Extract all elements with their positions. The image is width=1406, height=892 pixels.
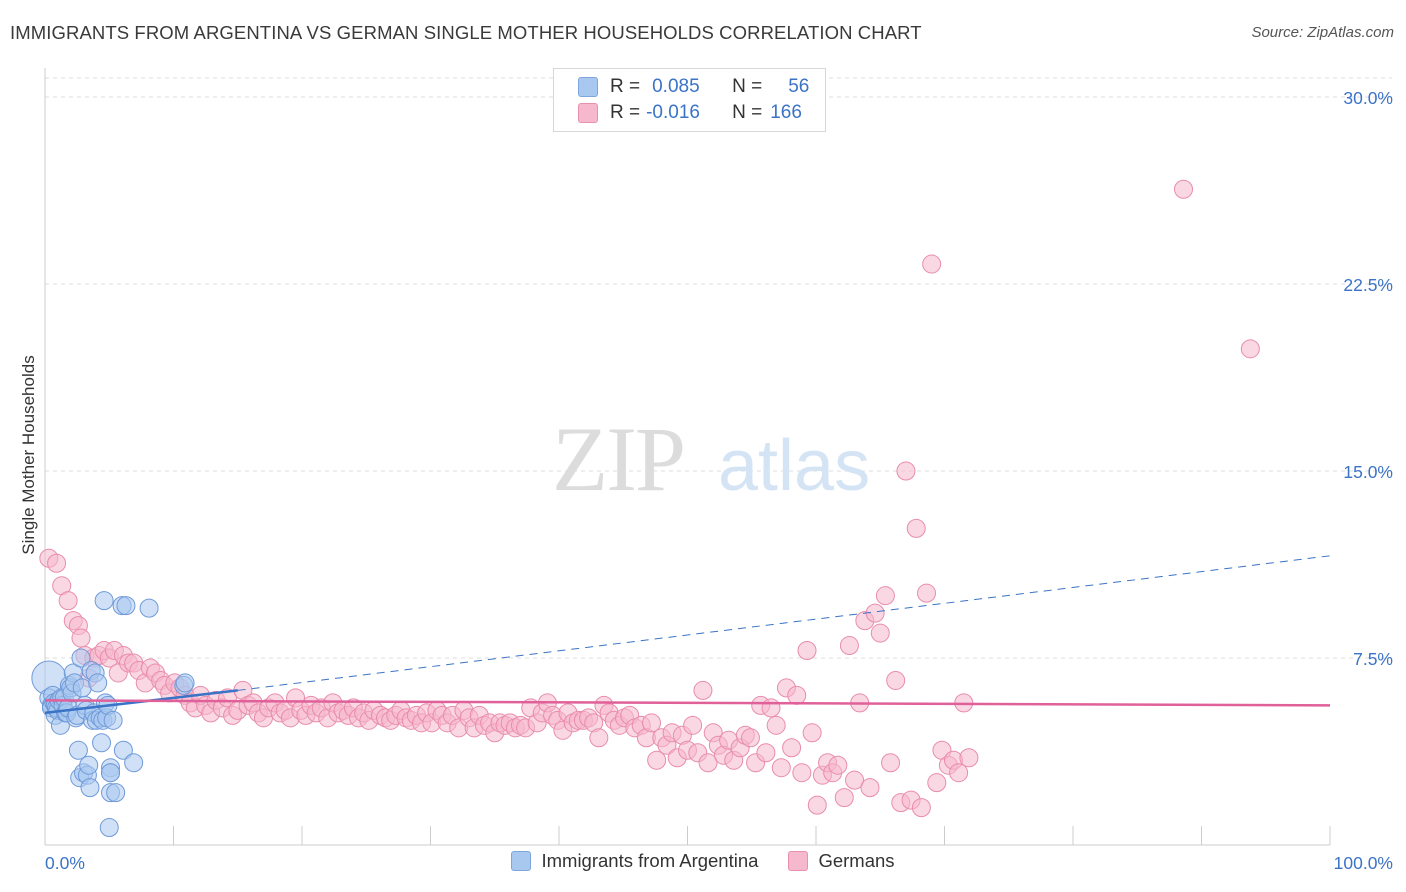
argentina-point — [101, 763, 121, 783]
germans-trend-line — [44, 699, 1331, 707]
germans-point — [927, 773, 947, 793]
y-tick-label: 7.5% — [1353, 649, 1393, 669]
argentina-point — [71, 648, 91, 668]
r-value: 0.085 — [652, 76, 700, 97]
germans-point — [797, 641, 817, 661]
germans-point — [807, 795, 827, 815]
source-label: Source: ZipAtlas.com — [1251, 24, 1394, 41]
germans-point — [782, 738, 802, 758]
germans-point — [906, 518, 926, 538]
germans-point — [756, 743, 776, 763]
germans-point — [58, 591, 78, 611]
germans-point — [647, 750, 667, 770]
series-legend: Immigrants from Argentina Germans — [0, 850, 1406, 872]
germans-point — [949, 763, 969, 783]
chart-title: IMMIGRANTS FROM ARGENTINA VS GERMAN SING… — [10, 22, 922, 43]
n-value: 56 — [788, 76, 810, 97]
argentina-trend-dashed — [237, 555, 1331, 691]
argentina-point — [139, 598, 159, 618]
argentina-points — [31, 591, 195, 838]
trend-lines — [44, 555, 1331, 715]
germans-point — [870, 623, 890, 643]
germans-point — [766, 715, 786, 735]
argentina-swatch — [511, 851, 532, 871]
germans-swatch — [788, 851, 809, 871]
germans-point — [1174, 179, 1194, 199]
germans-point — [683, 715, 703, 735]
watermark: ZIP atlas — [552, 408, 870, 510]
germans-point — [828, 755, 848, 775]
argentina-point — [68, 740, 88, 760]
argentina-point — [80, 778, 100, 798]
axes — [44, 68, 1331, 846]
germans-point — [47, 553, 67, 573]
germans-points — [39, 179, 1260, 818]
germans-point — [834, 788, 854, 808]
legend-label-germans: Germans — [818, 850, 895, 871]
germans-point — [911, 798, 931, 818]
tick-labels: 7.5% 15.0% 22.5% 30.0% 0.0% 100.0% — [45, 88, 1393, 873]
germans-point — [589, 728, 609, 748]
watermark-zip: ZIP — [552, 408, 684, 510]
r-label: R = — [610, 76, 641, 97]
n-value: 166 — [770, 102, 802, 123]
germans-point — [1240, 339, 1260, 359]
argentina-point — [124, 753, 144, 773]
germans-point — [792, 763, 812, 783]
y-tick-label: 30.0% — [1343, 88, 1393, 108]
germans-point — [917, 583, 937, 603]
argentina-point — [116, 596, 136, 616]
germans-point — [71, 628, 91, 648]
germans-point — [693, 680, 713, 700]
x-tick-label: 100.0% — [1334, 853, 1393, 873]
n-label: N = — [732, 102, 763, 123]
y-tick-label: 15.0% — [1343, 462, 1393, 482]
legend-item-argentina: Immigrants from Argentina — [511, 850, 758, 872]
argentina-point — [99, 818, 119, 838]
germans-point — [839, 636, 859, 656]
germans-point — [922, 254, 942, 274]
germans-point — [860, 778, 880, 798]
germans-point — [771, 758, 791, 778]
germans-point — [761, 698, 781, 718]
argentina-point — [94, 591, 114, 611]
n-label: N = — [732, 76, 763, 97]
germans-point — [787, 685, 807, 705]
r-label: R = — [610, 102, 641, 123]
germans-point — [881, 753, 901, 773]
germans-point — [896, 461, 916, 481]
legend-item-germans: Germans — [788, 850, 895, 872]
watermark-atlas: atlas — [718, 426, 870, 506]
r-value: -0.016 — [646, 102, 700, 123]
argentina-point — [88, 673, 108, 693]
x-tick-label: 0.0% — [45, 853, 85, 873]
legend-row-argentina: R = 0.085 N = 56 — [578, 74, 809, 100]
correlation-legend: R = 0.085 N = 56 R = -0.016 N = 166 — [553, 68, 826, 132]
germans-point — [802, 723, 822, 743]
germans-point — [642, 713, 662, 733]
argentina-point — [113, 740, 133, 760]
germans-point — [217, 688, 237, 708]
gridlines — [45, 77, 1392, 659]
argentina-point — [79, 755, 99, 775]
germans-swatch — [578, 103, 598, 123]
y-axis-label: Single Mother Households — [19, 355, 38, 555]
argentina-point — [175, 673, 195, 693]
germans-point — [698, 753, 718, 773]
germans-point — [959, 748, 979, 768]
argentina-swatch — [578, 77, 598, 97]
argentina-point — [106, 783, 126, 803]
argentina-point — [92, 733, 112, 753]
legend-label-argentina: Immigrants from Argentina — [541, 850, 759, 871]
y-tick-label: 22.5% — [1343, 275, 1393, 295]
legend-row-germans: R = -0.016 N = 166 — [578, 100, 802, 126]
germans-point — [740, 728, 760, 748]
germans-point — [845, 770, 865, 790]
argentina-point — [103, 710, 123, 730]
germans-point — [875, 586, 895, 606]
germans-point — [886, 670, 906, 690]
